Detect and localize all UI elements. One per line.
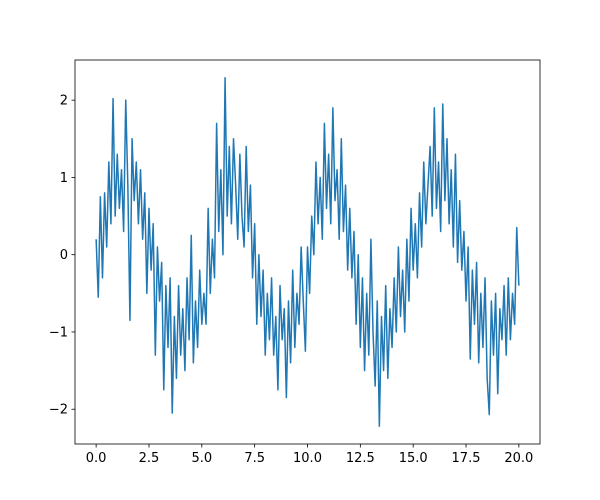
- x-tick-label: 5.0: [191, 451, 212, 466]
- x-tick-label: 20.0: [504, 451, 533, 466]
- y-tick-label: 0: [60, 248, 68, 263]
- x-tick-label: 17.5: [452, 451, 481, 466]
- x-tick-label: 0.0: [86, 451, 107, 466]
- x-tick-label: 2.5: [139, 451, 160, 466]
- data-line: [95, 77, 520, 427]
- x-tick-label: 10.0: [293, 451, 322, 466]
- y-tick-label: 1: [60, 171, 68, 186]
- y-tick-label: −2: [49, 403, 68, 418]
- x-tick-label: 15.0: [399, 451, 428, 466]
- y-tick-label: −1: [49, 325, 68, 340]
- y-tick-label: 2: [60, 94, 68, 109]
- x-tick-label: 7.5: [244, 451, 265, 466]
- x-tick-label: 12.5: [346, 451, 375, 466]
